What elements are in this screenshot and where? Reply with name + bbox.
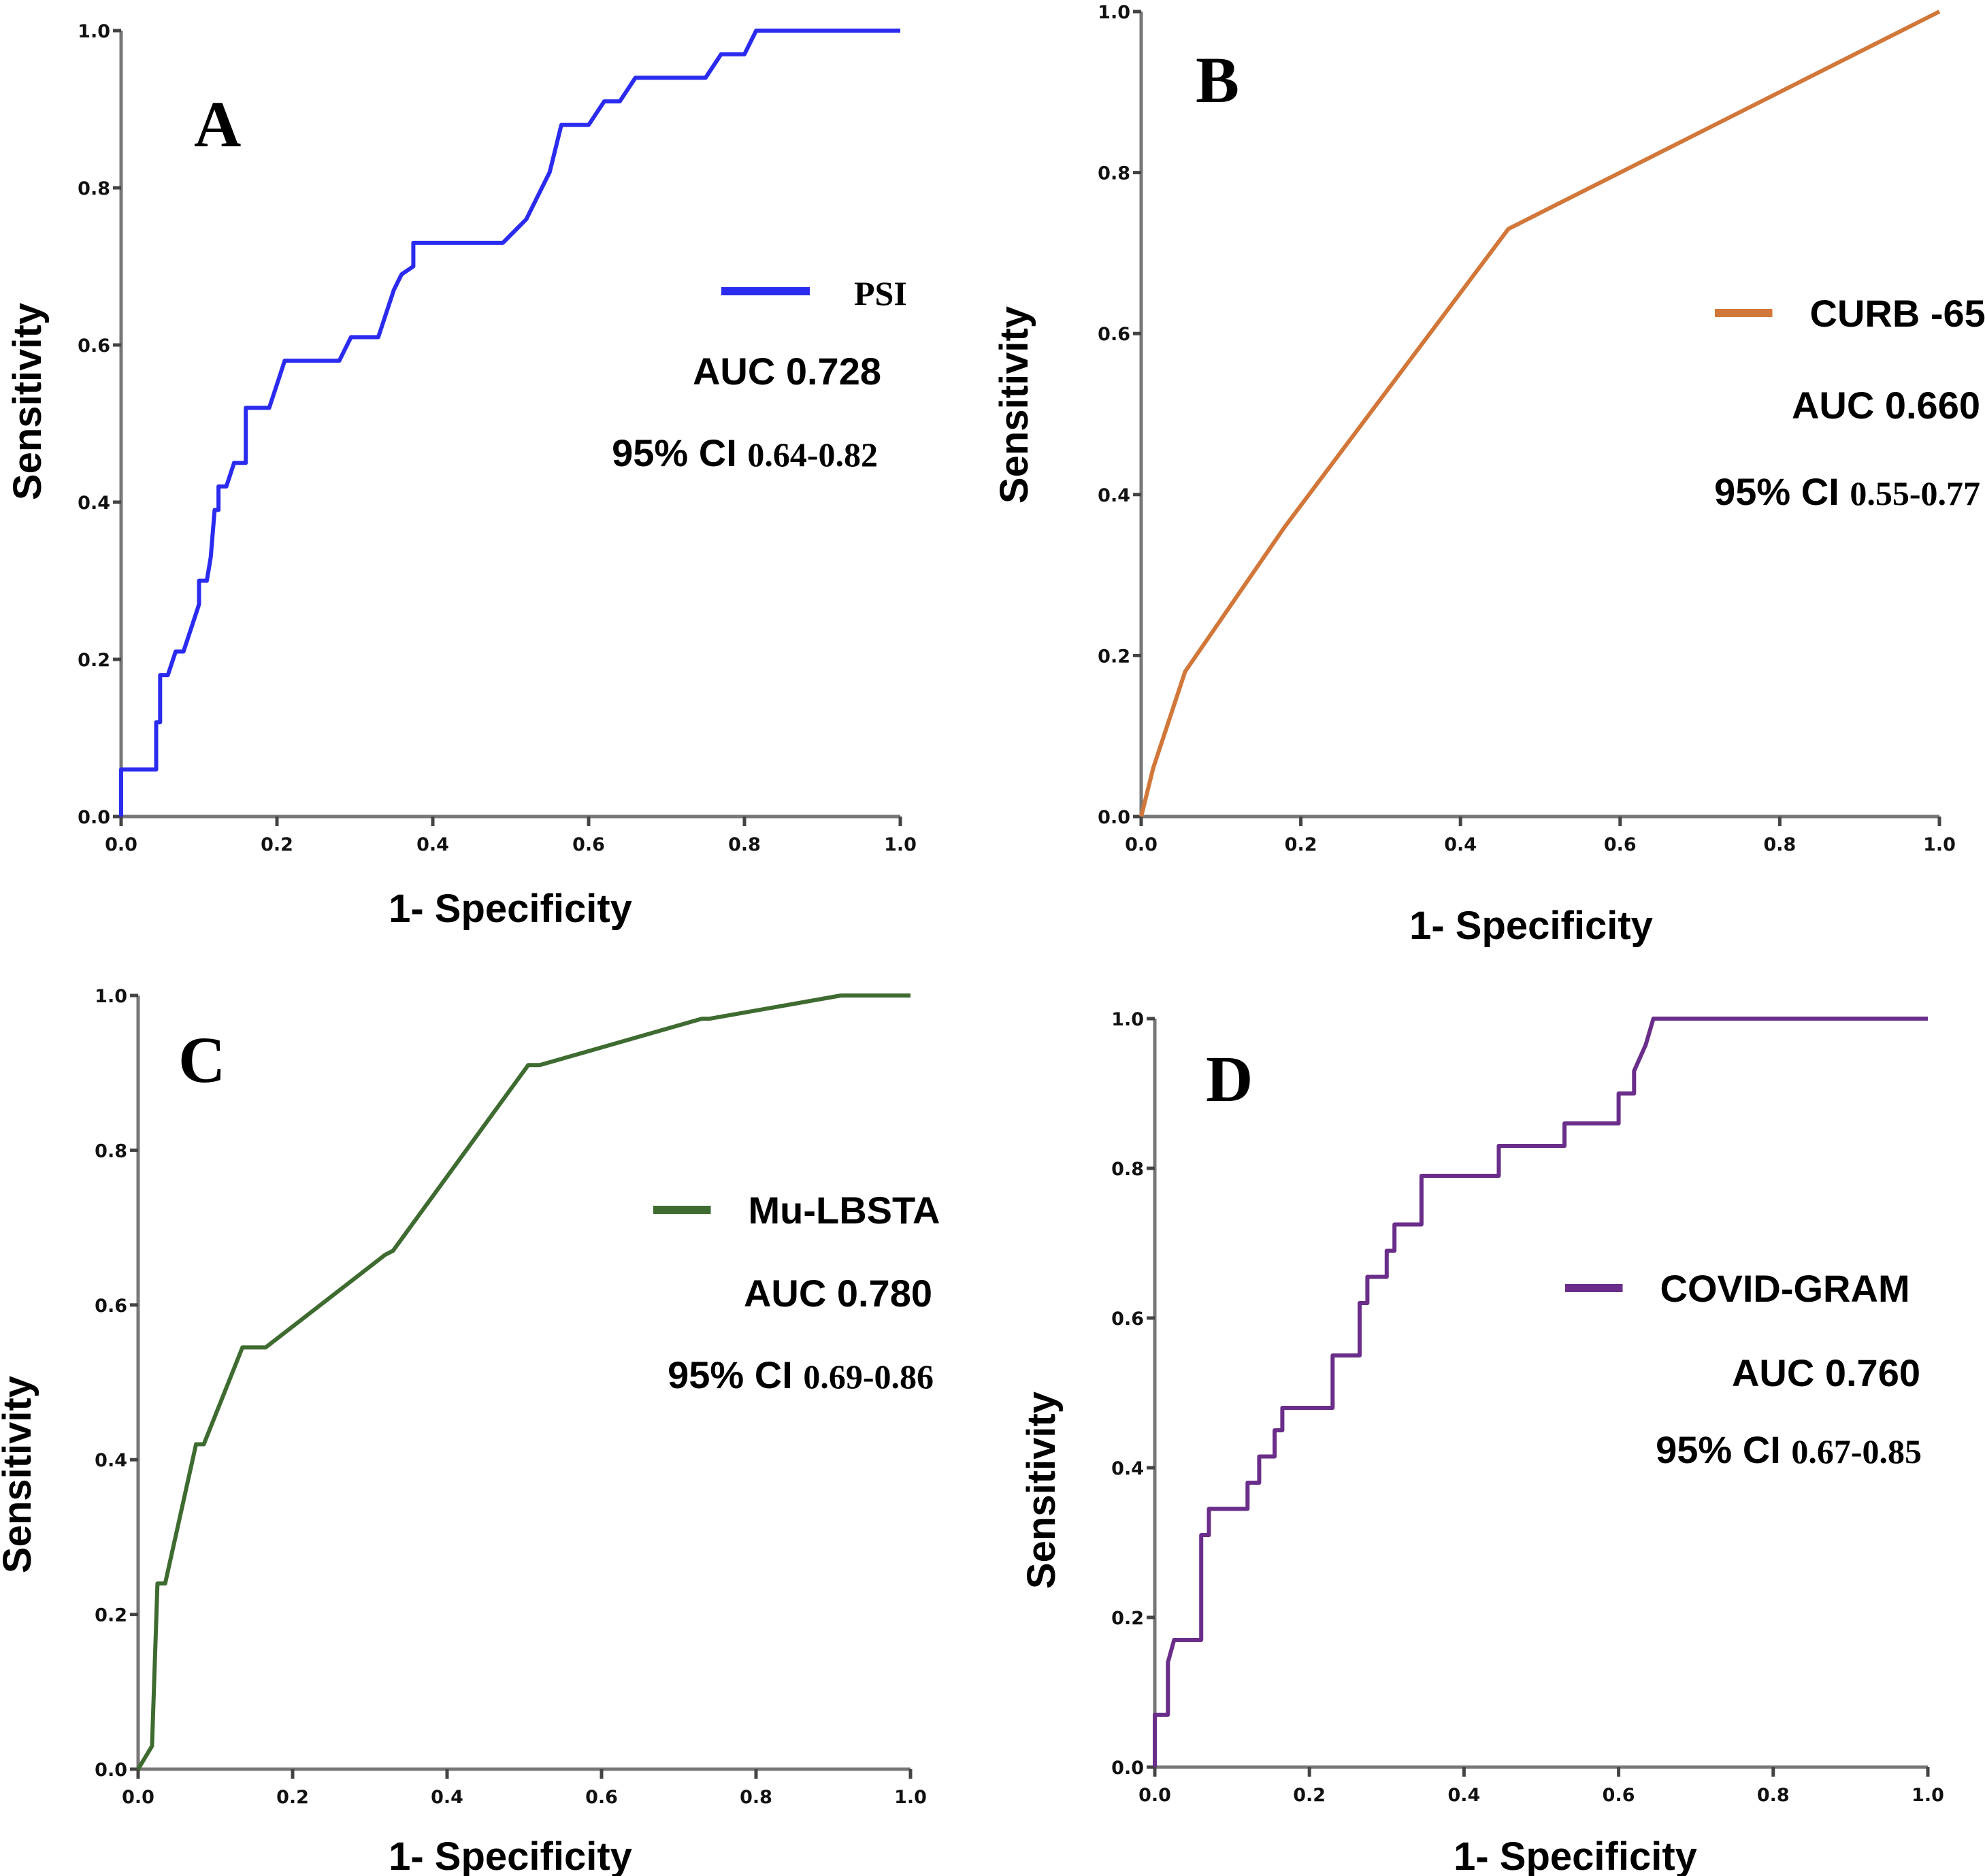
x-tick-label: 0.4 [1447,1785,1480,1806]
panel-letter: A [194,88,241,161]
x-tick-label: 0.0 [122,1787,154,1808]
legend-label: PSI [854,274,907,312]
y-tick-label: 0.2 [1111,1608,1144,1629]
ci-annotation: 95% CI 0.55-0.77 [1714,470,1980,513]
x-tick-label: 1.0 [894,1787,927,1808]
x-tick-label: 0.0 [105,834,137,855]
roc-curve-mu-lbsta [136,993,911,1771]
roc-curve-curb-65 [1139,10,1941,817]
panel-letter: D [1206,1042,1253,1115]
x-tick-label: 0.0 [1125,834,1158,855]
ci-value: 0.55-0.77 [1850,474,1980,512]
y-tick-label: 0.2 [95,1605,127,1626]
y-tick-label: 0.6 [1098,324,1130,345]
y-axis-title: Sensitivity [5,303,50,500]
x-tick-label: 0.2 [261,834,293,855]
x-tick-label: 0.4 [416,834,449,855]
x-tick-label: 0.2 [1293,1785,1326,1806]
y-axis-title: Sensitivity [992,306,1036,504]
y-tick-label: 0.2 [78,650,110,671]
ci-annotation: 95% CI 0.69-0.86 [668,1353,934,1396]
auc-annotation: AUC 0.780 [744,1272,932,1315]
ci-annotation: 95% CI 0.64-0.82 [612,431,878,474]
x-tick-label: 0.6 [1604,834,1637,855]
y-tick-label: 1.0 [78,21,110,42]
y-tick-label: 0.2 [1098,646,1130,667]
roc-panel-c: 0.0 0.2 0.4 0.6 0.8 1.0 0.0 0.2 0.4 0.6 0.8 1.0 Sens… [0,986,940,1876]
x-tick-label: 1.0 [1912,1785,1944,1806]
x-tick-label: 0.2 [1285,834,1317,855]
panel-letter: C [178,1023,225,1096]
y-tick-label: 0.6 [1111,1309,1144,1330]
y-tick-label: 0.0 [95,1760,127,1781]
legend-label: COVID-GRAM [1660,1267,1910,1310]
x-tick-label: 0.6 [1603,1785,1635,1806]
y-tick-label: 0.8 [1098,163,1130,184]
x-axis-title: 1- Specificity [389,1834,632,1876]
roc-panel-a: 0.0 0.2 0.4 0.6 0.8 1.0 0.0 0.2 0.4 0.6 0.8 1.0 Sens… [5,21,917,931]
ci-prefix: 95% CI [1656,1428,1791,1471]
ci-annotation: 95% CI 0.67-0.85 [1656,1428,1922,1471]
roc-panel-d: 0.0 0.2 0.4 0.6 0.8 1.0 0.0 0.2 0.4 0.6 0.8 1.0 Sens… [1019,1009,1944,1876]
x-tick-label: 0.6 [585,1787,618,1808]
y-tick-label: 1.0 [1111,1009,1144,1030]
x-tick-label: 0.8 [740,1787,772,1808]
roc-curve-psi [119,29,900,817]
x-tick-label: 0.4 [1444,834,1477,855]
x-axis-title: 1- Specificity [389,887,632,931]
y-tick-label: 1.0 [1098,2,1130,23]
y-axis-title: Sensitivity [1019,1392,1064,1589]
x-tick-label: 1.0 [884,834,917,855]
roc-panel-b: 0.0 0.2 0.4 0.6 0.8 1.0 0.0 0.2 0.4 0.6 0.8 1.0 Sens… [992,2,1985,948]
ci-prefix: 95% CI [668,1353,803,1396]
ci-value: 0.69-0.86 [803,1357,934,1396]
y-tick-label: 0.8 [78,178,110,199]
ci-value: 0.64-0.82 [747,435,878,474]
y-tick-label: 0.0 [1111,1758,1144,1779]
ci-prefix: 95% CI [1714,470,1850,513]
legend-label: Mu-LBSTA [749,1189,940,1232]
ci-prefix: 95% CI [612,431,747,474]
y-tick-label: 0.4 [1111,1458,1144,1479]
y-tick-label: 0.8 [1111,1159,1144,1180]
x-tick-label: 0.0 [1138,1785,1171,1806]
y-tick-label: 1.0 [95,986,127,1007]
y-tick-label: 0.0 [78,807,110,828]
x-tick-label: 0.2 [276,1787,309,1808]
y-tick-label: 0.0 [1098,807,1130,828]
y-tick-label: 0.4 [78,493,110,514]
y-tick-label: 0.4 [1098,485,1130,506]
auc-annotation: AUC 0.760 [1732,1351,1920,1394]
auc-annotation: AUC 0.660 [1792,384,1980,427]
x-tick-label: 0.8 [1763,834,1796,855]
auc-annotation: AUC 0.728 [693,350,881,393]
x-tick-label: 0.8 [1757,1785,1790,1806]
y-tick-label: 0.6 [78,335,110,357]
x-tick-label: 0.4 [431,1787,463,1808]
y-tick-label: 0.6 [95,1296,127,1317]
ci-value: 0.67-0.85 [1791,1432,1922,1470]
x-tick-label: 0.8 [728,834,761,855]
x-tick-label: 1.0 [1923,834,1956,855]
x-tick-label: 0.6 [572,834,605,855]
panel-letter: B [1196,44,1239,116]
y-tick-label: 0.4 [95,1450,127,1471]
y-tick-label: 0.8 [95,1140,127,1162]
y-axis-title: Sensitivity [0,1376,39,1573]
legend-label: CURB -65 [1810,292,1985,335]
x-axis-title: 1- Specificity [1409,904,1653,948]
roc-curve-covid-gram [1153,1017,1928,1767]
x-axis-title: 1- Specificity [1454,1834,1697,1876]
